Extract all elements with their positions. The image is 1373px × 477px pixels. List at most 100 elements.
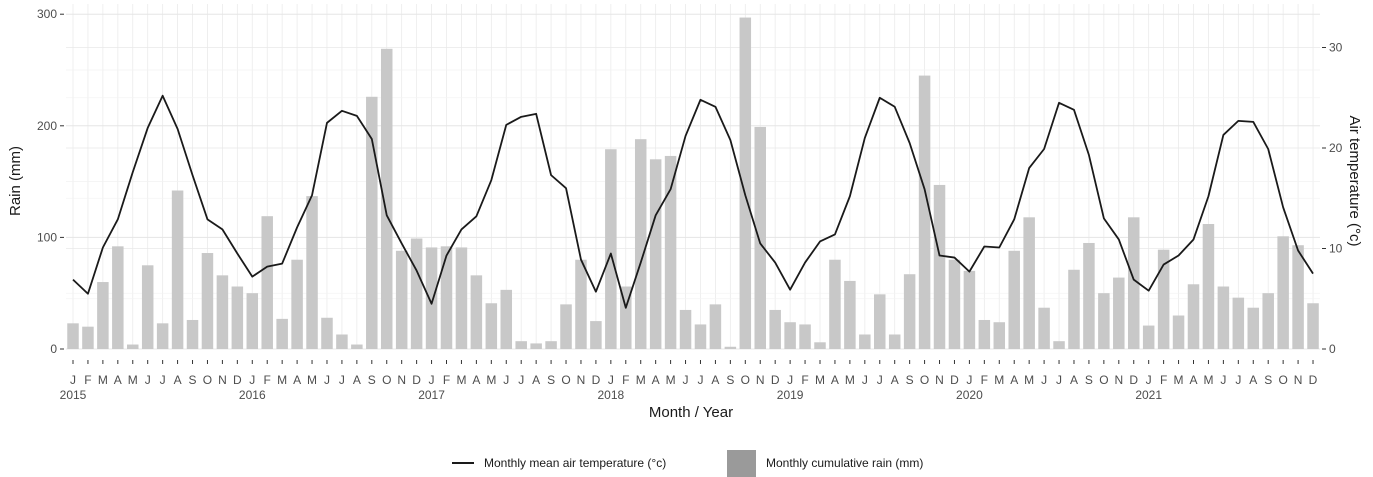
x-axis-month-label: N xyxy=(756,373,765,387)
rain-bar xyxy=(500,289,513,349)
x-axis-month-label: F xyxy=(622,373,629,387)
x-axis-month-label: J xyxy=(1056,373,1062,387)
temperature-line xyxy=(72,94,1314,309)
rain-bar xyxy=(455,247,468,349)
x-axis-month-label: S xyxy=(1085,373,1093,387)
rain-bar xyxy=(814,342,826,349)
x-axis-month-label: A xyxy=(1010,373,1018,387)
rain-bar xyxy=(97,282,109,349)
x-axis-year-label: 2015 xyxy=(60,388,87,402)
rain-bar xyxy=(844,280,856,349)
x-axis-month-label: A xyxy=(174,373,182,387)
rain-bar xyxy=(620,286,632,349)
rain-bar xyxy=(769,309,781,349)
x-axis-month-label: J xyxy=(697,373,703,387)
rain-bar xyxy=(903,274,916,349)
rain-bar xyxy=(918,75,931,349)
rain-bar xyxy=(261,216,273,349)
legend-label-rain: Monthly cumulative rain (mm) xyxy=(766,456,923,470)
rain-bar xyxy=(410,238,423,349)
rain-bar xyxy=(1083,242,1095,349)
x-axis-month-label: O xyxy=(203,373,212,387)
rain-bar xyxy=(1292,245,1304,349)
x-axis-month-label: D xyxy=(233,373,242,387)
x-axis-month-label: D xyxy=(1309,373,1318,387)
x-axis-month-label: A xyxy=(293,373,301,387)
rain-bar xyxy=(978,319,991,349)
rain-bar xyxy=(231,286,244,349)
x-axis-month-label: N xyxy=(1294,373,1303,387)
rain-bar xyxy=(291,259,303,349)
x-axis-month-label: J xyxy=(1146,373,1152,387)
x-axis-month-label: A xyxy=(353,373,361,387)
rain-bar xyxy=(156,323,169,349)
x-axis-month-label: S xyxy=(1264,373,1272,387)
right-axis-tick-label: 20 xyxy=(1329,141,1343,155)
x-axis-month-label: D xyxy=(592,373,601,387)
rain-bar xyxy=(380,48,393,350)
x-axis-month-label: J xyxy=(1041,373,1047,387)
rain-bar xyxy=(1142,325,1155,349)
rain-bar xyxy=(575,259,587,349)
x-axis-month-label: J xyxy=(324,373,330,387)
x-axis-month-label: J xyxy=(608,373,614,387)
rain-bar xyxy=(1068,269,1080,349)
x-axis-year-label: 2017 xyxy=(418,388,445,402)
x-axis-month-label: S xyxy=(368,373,376,387)
rain-bar xyxy=(948,259,961,349)
x-axis-month-label: A xyxy=(831,373,839,387)
rain-bar xyxy=(1232,297,1245,349)
x-axis-month-label: J xyxy=(862,373,868,387)
rain-bar xyxy=(933,184,946,349)
x-axis-month-label: M xyxy=(636,373,646,387)
x-axis-month-label: J xyxy=(1220,373,1226,387)
x-axis-month-label: M xyxy=(845,373,855,387)
x-axis-month-label: F xyxy=(264,373,271,387)
x-axis-year-label: 2019 xyxy=(777,388,804,402)
rain-bar xyxy=(1217,286,1230,349)
rain-bar xyxy=(246,293,259,349)
rain-bar xyxy=(141,265,154,349)
x-axis-month-label: S xyxy=(726,373,734,387)
x-axis-month-label: M xyxy=(1203,373,1213,387)
rain-bar xyxy=(1307,303,1319,349)
x-axis-month-label: J xyxy=(787,373,793,387)
x-axis-month-label: M xyxy=(98,373,108,387)
left-axis-tick-label: 300 xyxy=(37,7,57,21)
rain-bar xyxy=(1113,277,1125,349)
rain-bar xyxy=(605,149,617,349)
x-axis-month-label: M xyxy=(815,373,825,387)
rain-bar xyxy=(963,270,976,349)
rain-bar xyxy=(888,334,901,349)
legend: Monthly mean air temperature (°c) Monthl… xyxy=(452,450,923,477)
x-axis-month-label: J xyxy=(160,373,166,387)
x-axis-month-label: O xyxy=(920,373,929,387)
x-axis-month-label: J xyxy=(503,373,509,387)
x-axis-month-label: J xyxy=(70,373,76,387)
rain-bar xyxy=(1157,249,1170,349)
x-axis-month-label: M xyxy=(128,373,138,387)
x-axis-month-label: A xyxy=(532,373,540,387)
rain-bar xyxy=(470,275,483,349)
rain-bar xyxy=(171,190,184,349)
x-axis-month-label: J xyxy=(966,373,972,387)
x-axis-year-label: 2016 xyxy=(239,388,266,402)
x-axis-month-label: S xyxy=(547,373,555,387)
x-axis-month-label: D xyxy=(950,373,959,387)
x-axis-month-label: S xyxy=(189,373,197,387)
rain-bar xyxy=(560,304,572,349)
left-axis-tick-label: 200 xyxy=(37,119,57,133)
rain-bar xyxy=(1008,250,1020,349)
rain-bar xyxy=(1038,307,1050,349)
temperature-series-line xyxy=(72,94,1314,309)
x-axis-month-label: N xyxy=(935,373,944,387)
rain-bar xyxy=(1277,236,1289,349)
left-axis-tick-label: 0 xyxy=(50,342,57,356)
x-axis-month-label: N xyxy=(397,373,406,387)
legend-label-temperature: Monthly mean air temperature (°c) xyxy=(484,456,666,470)
rain-bar xyxy=(1187,284,1200,349)
x-axis-month-label: J xyxy=(683,373,689,387)
x-axis-month-label: A xyxy=(891,373,899,387)
x-axis-month-label: A xyxy=(1189,373,1197,387)
